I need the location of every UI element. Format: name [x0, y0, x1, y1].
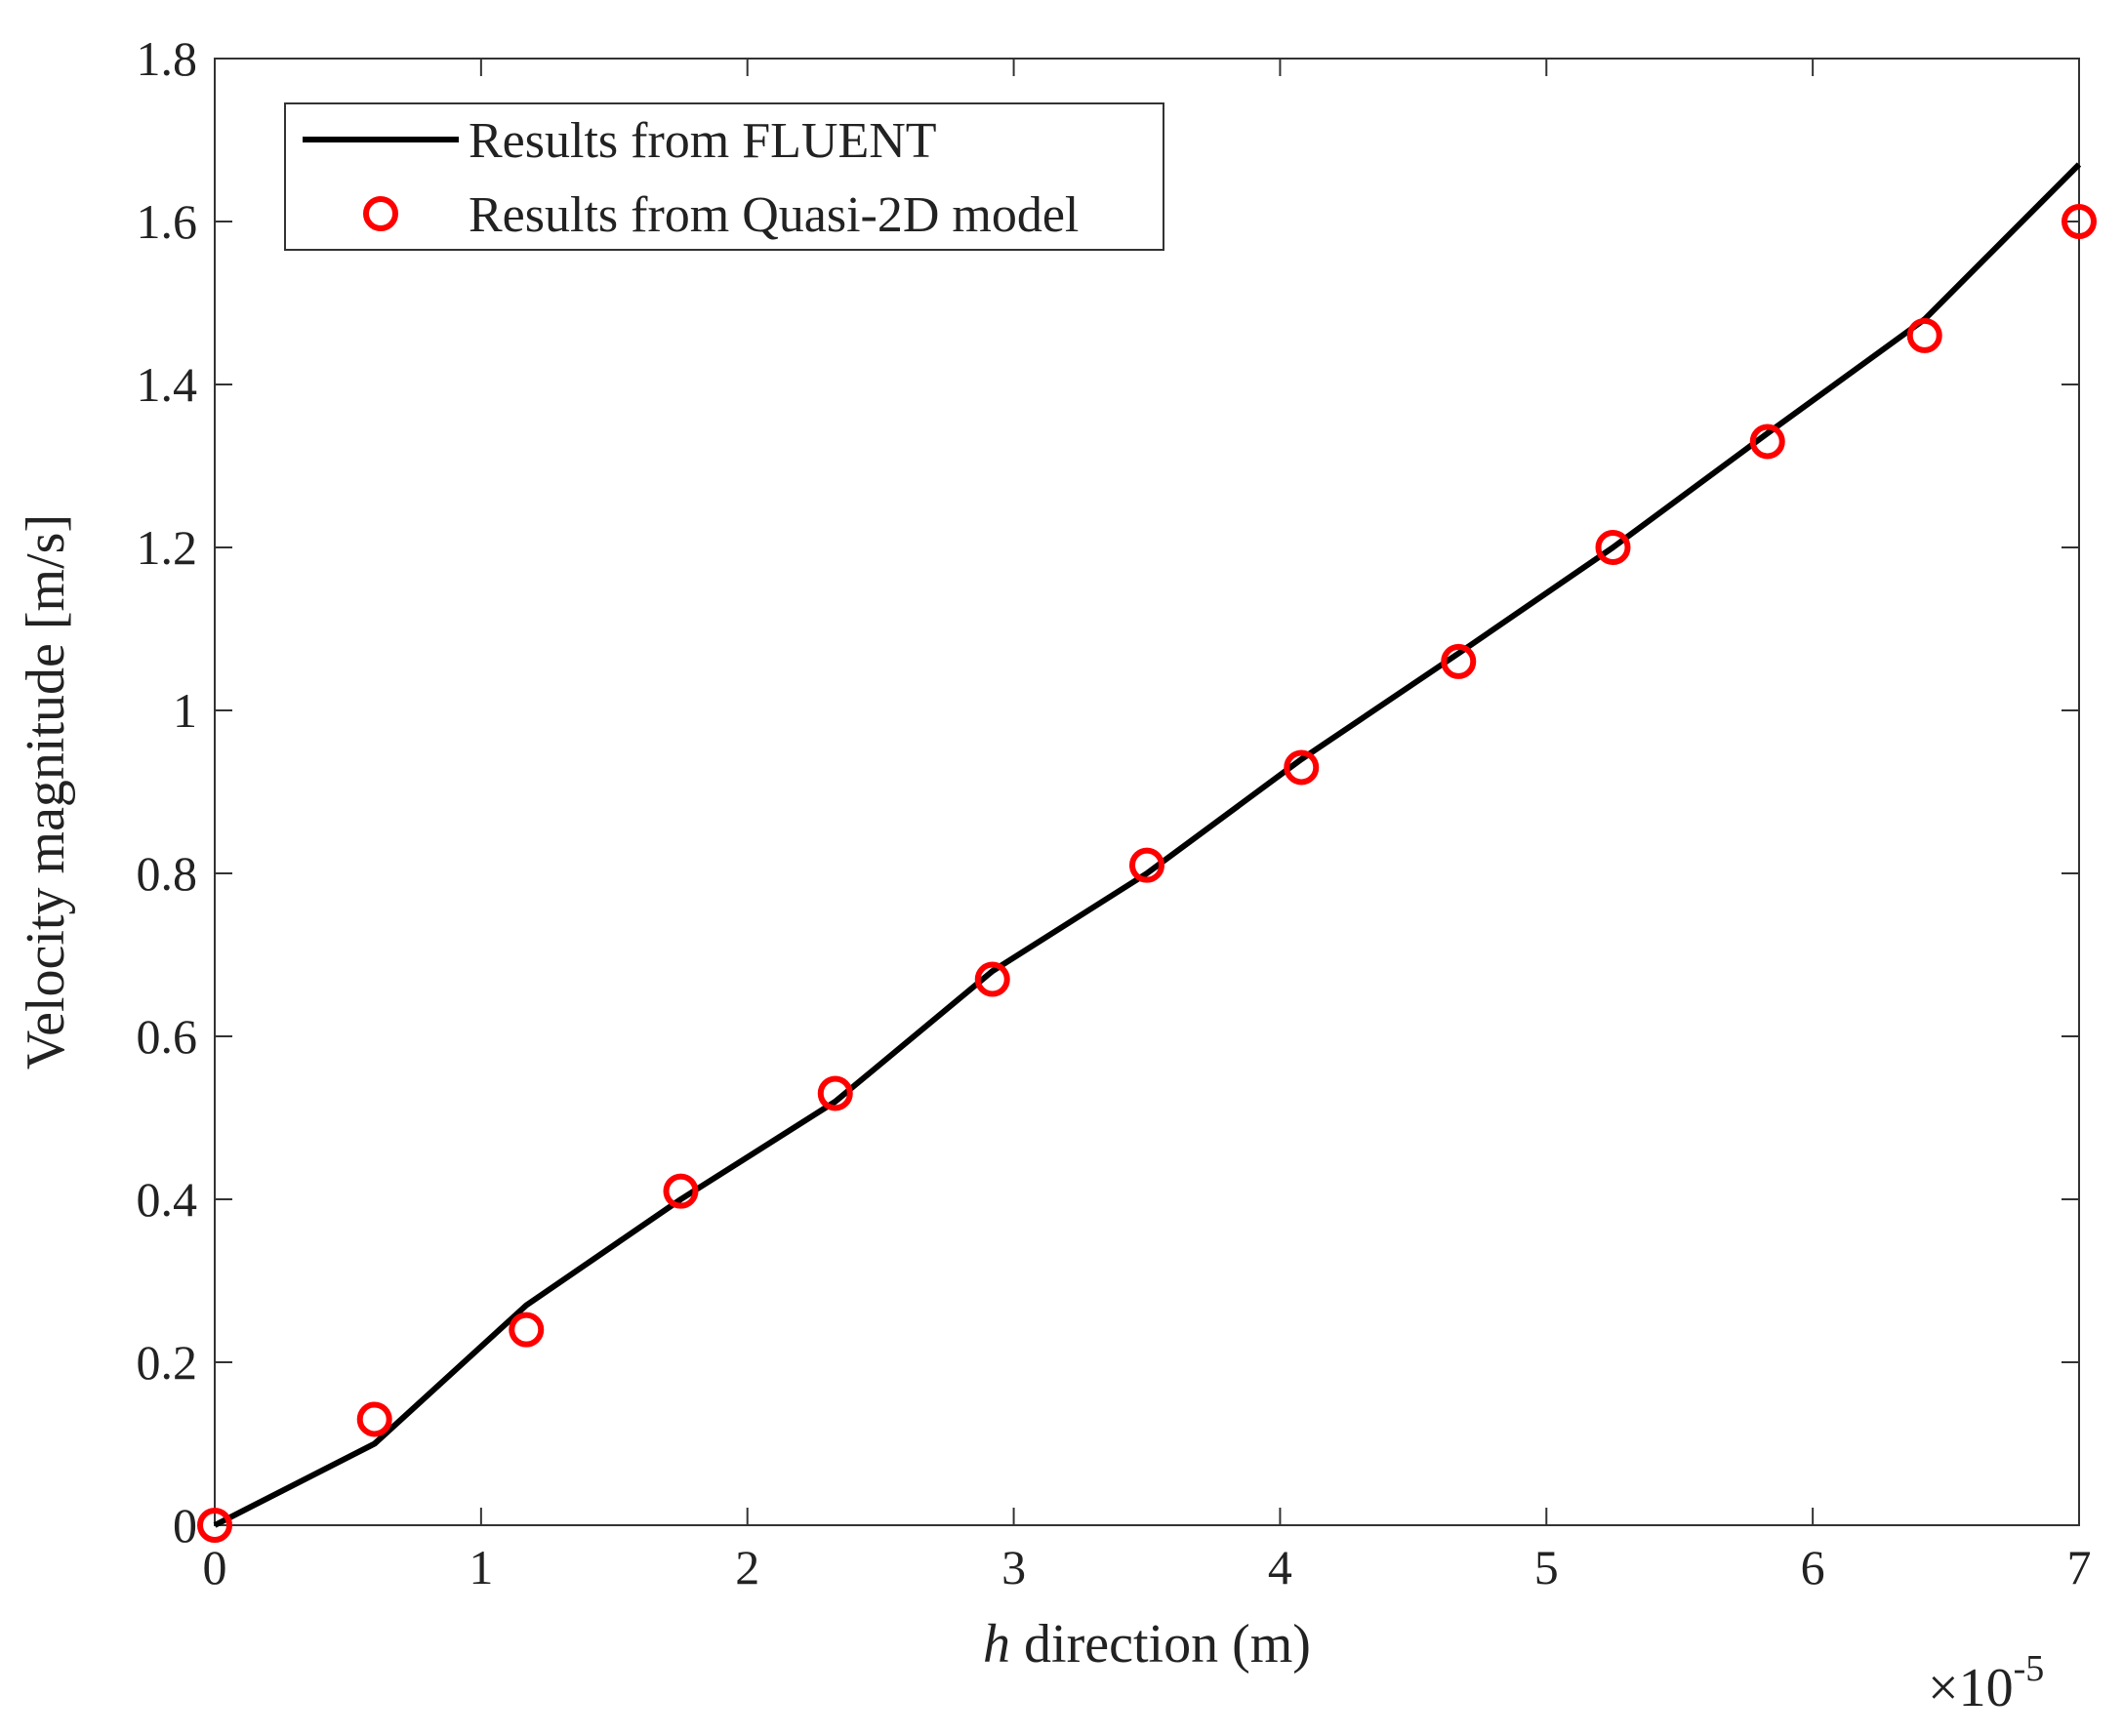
data-point-quasi2d — [2062, 204, 2097, 239]
y-tick-label: 0.8 — [137, 846, 198, 901]
legend-box — [284, 102, 1164, 251]
data-point-quasi2d — [197, 1508, 232, 1543]
data-point-quasi2d — [1129, 847, 1164, 883]
x-axis-label-text: direction (m) — [1010, 1614, 1311, 1675]
y-tick-label: 0 — [173, 1498, 197, 1553]
x-axis-label-variable: h — [983, 1614, 1010, 1675]
y-tick-label: 1 — [173, 683, 197, 738]
y-tick-label: 0.2 — [137, 1335, 198, 1390]
y-tick-label: 0.6 — [137, 1009, 198, 1064]
legend-entry-fluent: Results from FLUENT — [469, 113, 937, 169]
x-axis-label: h direction (m) — [983, 1614, 1311, 1675]
x-tick-label: 3 — [1001, 1540, 1026, 1595]
x-tick-label: 2 — [735, 1540, 759, 1595]
x-tick-label: 1 — [469, 1540, 493, 1595]
x-axis-multiplier-exponent: -5 — [2014, 1648, 2045, 1689]
axes-box — [214, 58, 2080, 1526]
x-tick-label: 7 — [2067, 1540, 2092, 1595]
y-axis-label: Velocity magnitude [m/s] — [16, 514, 76, 1070]
data-point-quasi2d — [663, 1173, 699, 1209]
data-point-quasi2d — [356, 1401, 392, 1437]
data-point-quasi2d — [1441, 643, 1477, 679]
data-point-quasi2d — [974, 961, 1010, 997]
series-line-fluent — [213, 162, 2082, 1528]
series-layer — [197, 162, 2097, 1543]
data-point-quasi2d — [817, 1075, 853, 1111]
x-axis: 0 1 2 3 4 5 6 7 — [203, 59, 2092, 1595]
x-tick-label: 6 — [1801, 1540, 1825, 1595]
data-point-quasi2d — [509, 1312, 545, 1348]
x-axis-multiplier: ×10-5 — [1928, 1648, 2044, 1718]
x-tick-label: 5 — [1534, 1540, 1559, 1595]
data-point-quasi2d — [1595, 530, 1631, 565]
x-axis-multiplier-base: ×10 — [1928, 1658, 2014, 1718]
legend-marker-sample — [363, 196, 398, 231]
y-tick-label: 0.4 — [137, 1172, 198, 1227]
x-tick-label: 4 — [1268, 1540, 1292, 1595]
data-point-quasi2d — [1906, 317, 1942, 353]
x-tick-label: 0 — [203, 1540, 227, 1595]
y-tick-label: 1.6 — [137, 194, 198, 249]
y-axis: 0 0.2 0.4 0.6 0.8 1 1.2 1.4 1.6 1.8 — [137, 31, 2079, 1553]
y-tick-label: 1.4 — [137, 357, 198, 412]
legend: Results from FLUENT Results from Quasi-2… — [284, 102, 1164, 251]
data-point-quasi2d — [1749, 424, 1785, 460]
legend-entry-quasi2d: Results from Quasi-2D model — [469, 187, 1079, 243]
data-point-quasi2d — [1284, 749, 1320, 786]
y-tick-label: 1.8 — [137, 31, 198, 86]
y-tick-label: 1.2 — [137, 520, 198, 575]
